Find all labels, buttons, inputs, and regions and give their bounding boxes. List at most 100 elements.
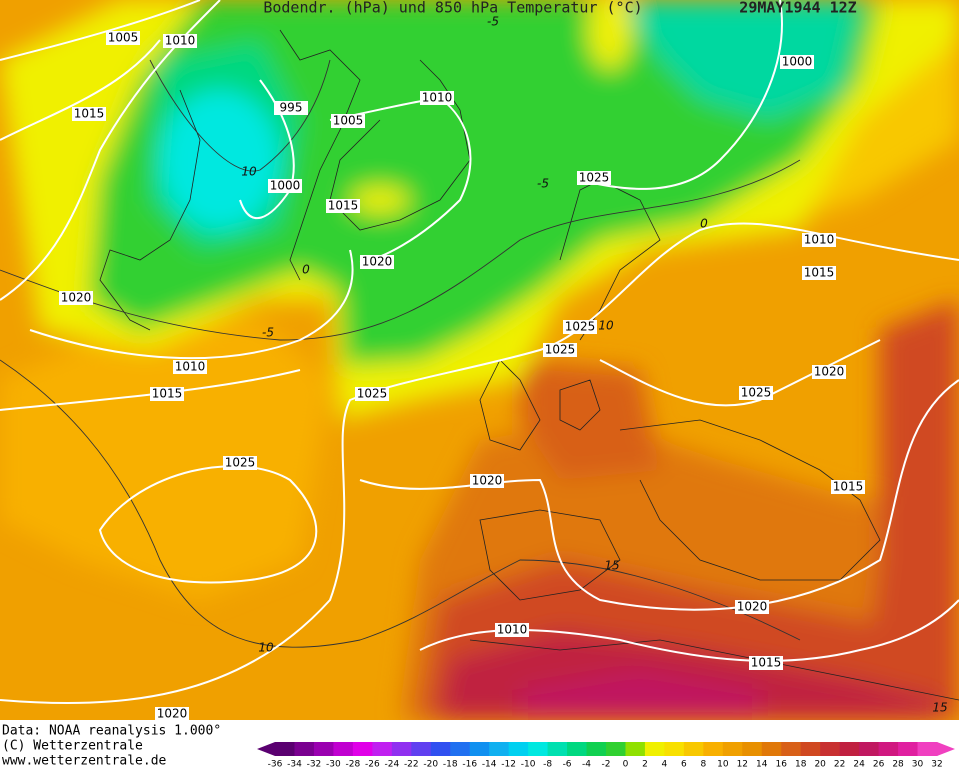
colorbar-tick-label: -36 xyxy=(268,760,283,770)
colorbar-tick-label: 4 xyxy=(662,760,668,770)
color-swatch xyxy=(644,742,665,756)
isobar-label: 1020 xyxy=(814,365,845,379)
colorbar-tick-label: 18 xyxy=(795,760,807,770)
colorbar-tick-label: 30 xyxy=(912,760,924,770)
temperature-label: 10 xyxy=(241,165,257,179)
colorbar: -36 -34 -32 -30 -28 -26 -24 -22 -20 -18 -16 -14 -12-… xyxy=(257,742,955,770)
isobar-label-box xyxy=(274,101,308,115)
color-swatch xyxy=(586,742,607,756)
color-swatch xyxy=(878,742,899,756)
color-swatch xyxy=(411,742,432,756)
color-swatch xyxy=(606,742,626,756)
isobar-label-box xyxy=(780,55,814,69)
color-swatch xyxy=(313,742,334,756)
color-swatch xyxy=(703,742,724,756)
isobar-label-box xyxy=(831,480,865,494)
isobar-label-box xyxy=(59,291,93,305)
isobar-label: 1010 xyxy=(497,623,528,637)
colorbar-tick-label: -12 xyxy=(501,760,516,770)
temperature-label: 0 xyxy=(302,263,310,277)
isobar-label: 1020 xyxy=(61,291,92,305)
isobar-label-box xyxy=(577,171,611,185)
isobar-label-box xyxy=(223,456,257,470)
colorbar-tick-label: -18 xyxy=(443,760,458,770)
isobar-label-box xyxy=(735,600,769,614)
isobar-label: 1015 xyxy=(804,266,835,280)
isobar-label: 1025 xyxy=(357,387,388,401)
color-swatch xyxy=(430,742,451,756)
isobar-label: 1010 xyxy=(165,34,196,48)
isobar-label: 1025 xyxy=(545,343,576,357)
color-swatch xyxy=(683,742,704,756)
isobar-label: 1015 xyxy=(833,480,864,494)
color-swatch xyxy=(859,742,880,756)
colorbar-tick-label: 14 xyxy=(756,760,768,770)
isobar-label: 1020 xyxy=(737,600,768,614)
color-swatch xyxy=(898,742,919,756)
colorbar-tick-label: -10 xyxy=(521,760,536,770)
colorbar-arrow xyxy=(937,742,955,756)
colorbar-tick-label: 8 xyxy=(700,760,706,770)
color-swatch xyxy=(275,742,295,756)
temperature-label: 10 xyxy=(598,319,614,333)
isobar-label-box xyxy=(150,387,184,401)
temperature-label: -5 xyxy=(537,177,549,191)
isobar-label-box xyxy=(563,320,597,334)
temperature-label: -5 xyxy=(262,326,274,340)
temperature-label: 10 xyxy=(258,641,274,655)
isobar-label-box xyxy=(106,31,140,45)
colorbar-tick-label: -8 xyxy=(543,760,552,770)
isobar-label-box xyxy=(163,34,197,48)
colorbar-tick-label: 26 xyxy=(873,760,885,770)
isobar-label-box xyxy=(470,474,504,488)
colorbar-tick-label: -26 xyxy=(365,760,380,770)
colorbar-tick-label: 12 xyxy=(737,760,748,770)
isobar-label-box xyxy=(812,365,846,379)
temperature-field xyxy=(0,0,959,720)
colorbar-tick-label: 20 xyxy=(814,760,826,770)
isobar-label-box xyxy=(355,387,389,401)
isobar-label: 1025 xyxy=(579,171,610,185)
map-title: Bodendr. (hPa) und 850 hPa Temperatur (°… xyxy=(263,0,642,17)
isobar-label: 1010 xyxy=(804,233,835,247)
colorbar-tick-label: 10 xyxy=(717,760,729,770)
colorbar-tick-label: -24 xyxy=(384,760,399,770)
colorbar-tick-label: 32 xyxy=(931,760,942,770)
color-swatch xyxy=(489,742,510,756)
color-swatch xyxy=(820,742,841,756)
colorbar-tick-label: -4 xyxy=(582,760,591,770)
color-swatch xyxy=(352,742,373,756)
colorbar-tick-label: -30 xyxy=(326,760,341,770)
temperature-label: -5 xyxy=(487,15,499,29)
isobar-label: 995 xyxy=(280,101,303,115)
isobar-label: 1015 xyxy=(751,656,782,670)
footer-line: Data: NOAA reanalysis 1.000° xyxy=(2,724,221,739)
isobar-label-box xyxy=(495,623,529,637)
isobar-label-box xyxy=(420,91,454,105)
isobar-label: 1005 xyxy=(108,31,139,45)
isobar-label: 1000 xyxy=(270,179,301,193)
colorbar-tick-label: -6 xyxy=(563,760,572,770)
isobar-label-box xyxy=(749,656,783,670)
isobar-label: 1015 xyxy=(328,199,359,213)
color-swatch xyxy=(781,742,802,756)
isobar-label: 1025 xyxy=(225,456,256,470)
temperature-label: 0 xyxy=(700,217,708,231)
colorbar-tick-label: -16 xyxy=(462,760,477,770)
color-swatch xyxy=(333,742,354,756)
isobar-label: 1010 xyxy=(422,91,453,105)
color-swatch xyxy=(722,742,743,756)
color-swatch xyxy=(391,742,412,756)
colorbar-tick-label: -2 xyxy=(602,760,611,770)
isobar-label-box xyxy=(739,386,773,400)
colorbar-tick-label: -20 xyxy=(423,760,438,770)
isobar-label-box xyxy=(155,707,189,721)
color-swatch xyxy=(547,742,568,756)
isobar-label-box xyxy=(173,360,207,374)
color-swatch xyxy=(625,742,646,756)
isobar-label-box xyxy=(72,107,106,121)
isobar-label: 1020 xyxy=(472,474,503,488)
color-swatch xyxy=(742,742,763,756)
isobar-label-box xyxy=(802,266,836,280)
colorbar-tick-label: 2 xyxy=(642,760,648,770)
